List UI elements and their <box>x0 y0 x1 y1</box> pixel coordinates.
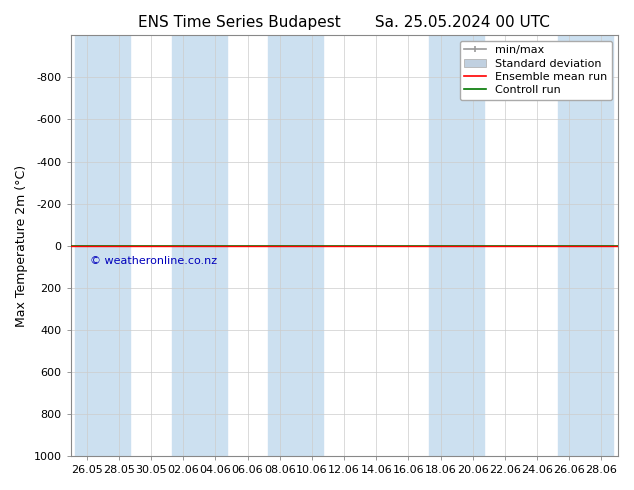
Bar <box>268 35 323 456</box>
Bar <box>429 35 484 456</box>
Text: © weatheronline.co.nz: © weatheronline.co.nz <box>90 256 217 266</box>
Legend: min/max, Standard deviation, Ensemble mean run, Controll run: min/max, Standard deviation, Ensemble me… <box>460 41 612 100</box>
Bar <box>75 35 130 456</box>
Bar <box>558 35 612 456</box>
Title: ENS Time Series Budapest       Sa. 25.05.2024 00 UTC: ENS Time Series Budapest Sa. 25.05.2024 … <box>138 15 550 30</box>
Y-axis label: Max Temperature 2m (°C): Max Temperature 2m (°C) <box>15 165 28 327</box>
Bar <box>172 35 226 456</box>
